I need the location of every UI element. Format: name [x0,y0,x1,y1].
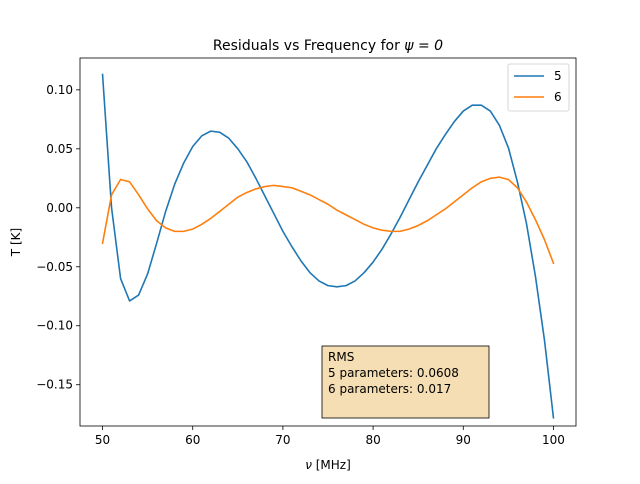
y-tick-label: −0.10 [36,319,73,333]
rms-annotation-line-2: 5 parameters: 0.0608 [328,366,459,380]
y-tick-label: 0.10 [46,83,73,97]
rms-annotation-box [321,345,490,419]
x-tick-label: 50 [95,433,110,447]
x-tick-label: 60 [185,433,200,447]
plot-frame [79,57,577,427]
x-tick-label: 100 [542,433,565,447]
legend-label-series-5: 5 [554,69,562,83]
x-axis-ticks: 50 60 70 80 90 100 [95,426,565,447]
y-tick-label: 0.00 [46,201,73,215]
y-axis-label: T [K] [9,228,23,257]
rms-annotation: RMS 5 parameters: 0.0608 6 parameters: 0… [321,345,490,419]
series-line-5 [101,73,555,419]
legend-label-series-6: 6 [554,90,562,104]
y-tick-label: 0.05 [46,142,73,156]
x-tick-label: 90 [456,433,471,447]
x-tick-label: 80 [365,433,380,447]
x-axis-label: ν [MHz] [305,458,351,472]
plot-lines [101,73,555,419]
legend: 5 6 [507,63,570,112]
rms-annotation-line-3: 6 parameters: 0.017 [328,382,451,396]
rms-annotation-line-1: RMS [328,350,354,364]
chart-title: Residuals vs Frequency for ψ = 0 [213,38,443,54]
x-tick-label: 70 [275,433,290,447]
y-tick-label: −0.15 [36,378,73,392]
series-line-6 [101,176,555,265]
y-axis-ticks: −0.15 −0.10 −0.05 0.00 0.05 0.10 [36,83,80,392]
y-tick-label: −0.05 [36,260,73,274]
